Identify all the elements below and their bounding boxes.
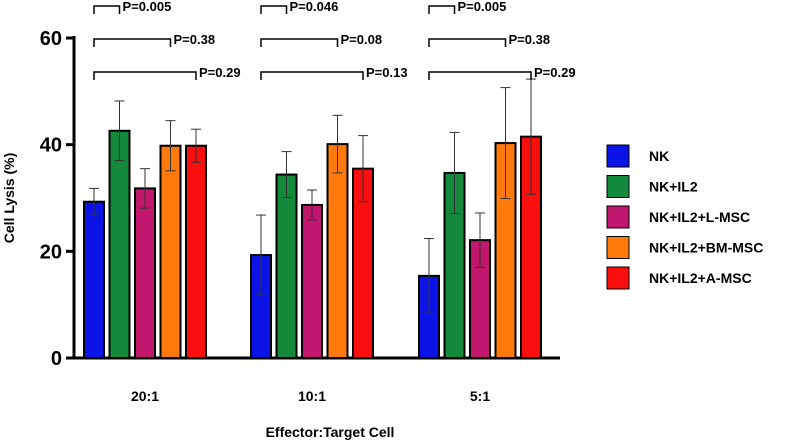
p-value-label: P=0.38 [509, 32, 551, 47]
bar [134, 187, 156, 359]
x-category-label: 20:1 [131, 388, 159, 404]
x-category-label: 5:1 [470, 388, 490, 404]
bar [108, 129, 131, 359]
significance-bracket [428, 71, 532, 80]
bar [275, 173, 298, 359]
p-value-label: P=0.005 [123, 0, 172, 14]
legend-swatch [606, 144, 630, 168]
y-tick-label: 40 [40, 135, 62, 157]
x-axis-label: Effector:Target Cell [266, 424, 395, 440]
significance-bracket [93, 38, 172, 47]
p-value-label: P=0.29 [534, 65, 576, 80]
y-tick-label: 60 [40, 28, 62, 50]
p-value-label: P=0.046 [290, 0, 339, 14]
legend-label: NK+IL2+A-MSC [649, 270, 752, 286]
chart-bars [83, 78, 542, 359]
bar [185, 144, 207, 359]
significance-bracket [428, 38, 507, 47]
legend-label: NK+IL2+L-MSC [649, 209, 750, 225]
bar [301, 203, 323, 359]
legend-label: NK+IL2+BM-MSC [649, 240, 763, 256]
legend-label: NK+IL2 [649, 179, 698, 195]
p-value-label: P=0.29 [199, 65, 241, 80]
p-value-label: P=0.13 [366, 65, 408, 80]
legend-label: NK [649, 148, 669, 164]
legend-swatch [606, 266, 630, 290]
significance-bracket [93, 5, 121, 14]
significance-bracket [260, 5, 288, 14]
bar [326, 143, 349, 359]
y-tick-label: 20 [40, 241, 62, 263]
p-value-label: P=0.005 [458, 0, 507, 14]
significance-bracket [428, 5, 456, 14]
significance-bracket [93, 71, 197, 80]
bar [83, 200, 105, 359]
y-tick-label: 0 [51, 348, 62, 370]
significance-bracket [260, 38, 339, 47]
p-value-annotations: P=0.005 P=0.38 P=0.29 P=0.046 P=0.08 P=0.13 P=… [93, 0, 576, 80]
y-axis-label: Cell Lysis (%) [1, 153, 17, 244]
legend-swatch [606, 205, 630, 229]
bar [159, 144, 182, 359]
legend-swatch [606, 175, 630, 198]
significance-bracket [260, 71, 364, 80]
p-value-label: P=0.38 [174, 32, 216, 47]
legend-swatch [606, 236, 630, 259]
x-category-label: 10:1 [298, 388, 326, 404]
chart-legend: NK NK+IL2 NK+IL2+L-MSC NK+IL2+BM-MSC NK+IL2+… [606, 144, 763, 290]
p-value-label: P=0.08 [341, 32, 383, 47]
